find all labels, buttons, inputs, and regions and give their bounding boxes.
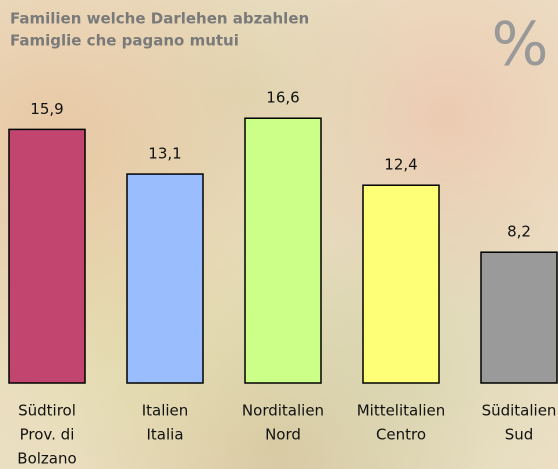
bar [8,128,86,384]
x-tick-label: Mittelitalien [357,402,446,420]
bar [244,117,322,384]
x-tick-label: Nord [265,426,301,444]
x-tick-label: Prov. di [20,426,75,444]
x-tick-label: Italia [146,426,183,444]
x-tick-label: Bolzano [17,450,76,468]
chart-title: Familien welche Darlehen abzahlen [10,10,309,28]
bar [362,184,440,384]
x-tick-label: Sud [505,426,534,444]
x-tick-label: Italien [142,402,189,420]
chart-title: Famiglie che pagano mutui [10,32,239,50]
bar [480,251,558,384]
x-tick-label: Norditalien [242,402,324,420]
unit-symbol: % [491,10,548,80]
x-tick-label: Centro [376,426,426,444]
value-label: 12,4 [384,156,417,174]
value-label: 13,1 [148,145,181,163]
value-label: 8,2 [507,223,531,241]
x-tick-label: Südtirol [18,402,76,420]
x-tick-label: Süditalien [482,402,557,420]
bar [126,173,204,384]
value-label: 16,6 [266,89,299,107]
value-label: 15,9 [30,100,63,118]
